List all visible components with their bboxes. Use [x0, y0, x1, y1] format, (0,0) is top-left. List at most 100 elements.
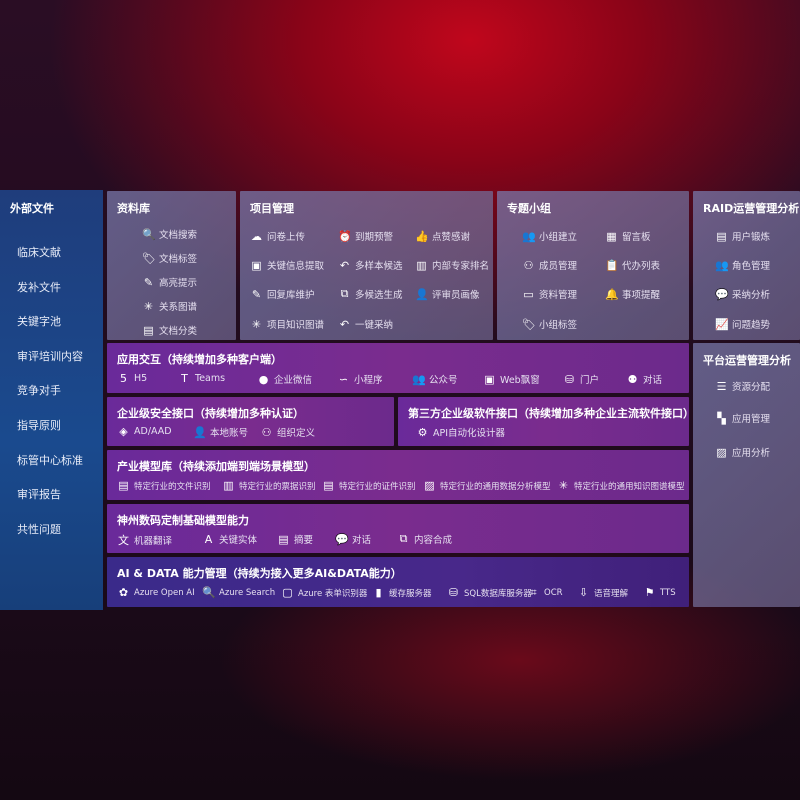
- tts-icon: ⚑: [644, 586, 655, 599]
- reply-icon: ↶: [339, 258, 350, 272]
- feature-item[interactable]: ⛁ 门户: [563, 372, 599, 387]
- feature-item[interactable]: ▮ 缓存服务器: [372, 586, 431, 599]
- feature-label: 资料管理: [539, 290, 578, 301]
- feature-item[interactable]: ✎ 高亮提示: [142, 275, 197, 290]
- feature-item[interactable]: ⏰ 到期预警: [338, 229, 393, 244]
- panel-platform-analysis: 平台运营管理分析 ☰ 资源分配 ▚ 应用管理 ▨ 应用分析: [693, 343, 800, 607]
- feature-item[interactable]: ⧉ 多候选生成: [338, 287, 403, 301]
- feature-item[interactable]: ⚉ 对话: [626, 372, 662, 387]
- feature-item[interactable]: ☰ 资源分配: [715, 379, 770, 394]
- feature-label: 语音理解: [594, 588, 629, 599]
- feature-item[interactable]: T Teams: [178, 372, 225, 385]
- feature-item[interactable]: ⚇ 成员管理: [522, 258, 577, 273]
- feature-item[interactable]: 👍 点赞感谢: [415, 229, 470, 244]
- feature-item[interactable]: ⚙ API自动化设计器: [416, 425, 505, 440]
- feature-item[interactable]: ✳ 项目知识图谱: [250, 317, 324, 332]
- feature-label: 本地账号: [210, 428, 249, 439]
- feature-item[interactable]: ● 企业微信: [257, 372, 313, 387]
- feature-item[interactable]: 🔔 事项提醒: [605, 287, 660, 302]
- feature-label: 多候选生成: [355, 290, 403, 301]
- feature-item[interactable]: ▤ 摘要: [277, 532, 314, 547]
- ranking-icon: ▥: [416, 258, 427, 272]
- feature-item[interactable]: ▥ 特定行业的票据识别: [222, 479, 315, 492]
- feature-label: 问题趋势: [732, 320, 771, 331]
- feature-item[interactable]: ▣ Web飘窗: [483, 372, 540, 387]
- bbs-icon: ▦: [606, 229, 617, 243]
- feature-item[interactable]: 文机器翻译: [117, 532, 172, 548]
- feature-label: 采纳分析: [732, 290, 771, 301]
- feature-item[interactable]: ▚ 应用管理: [715, 411, 770, 426]
- feature-label: 企业微信: [274, 375, 313, 386]
- feature-label: Azure 表单识别器: [298, 588, 368, 599]
- feature-item[interactable]: 💬 对话: [335, 532, 371, 547]
- form-icon: ▢: [282, 586, 293, 599]
- folder-icon: ▭: [523, 287, 534, 301]
- feature-item[interactable]: ▤ 特定行业的证件识别: [322, 479, 415, 492]
- sidebar-item[interactable]: 审评培训内容: [17, 349, 83, 363]
- sidebar-item[interactable]: 标管中心标准: [17, 453, 83, 467]
- panel-title: 神州数码定制基础模型能力: [117, 514, 249, 527]
- feature-item[interactable]: 💬 采纳分析: [715, 287, 771, 302]
- feature-item[interactable]: 👥 角色管理: [715, 258, 770, 273]
- feature-item[interactable]: ✎ 回复库维护: [250, 287, 315, 302]
- feature-item[interactable]: ▨ 应用分析: [715, 445, 770, 460]
- sidebar-item[interactable]: 指导原则: [17, 419, 61, 432]
- feature-label: 多样本候选: [355, 261, 403, 272]
- feature-item[interactable]: 🏷 小组标签: [522, 317, 577, 332]
- feature-item[interactable]: ⚇ 组织定义: [260, 425, 315, 440]
- feature-item[interactable]: ✿ Azure Open AI: [117, 586, 195, 599]
- sidebar-item[interactable]: 临床文献: [17, 246, 61, 259]
- feature-item[interactable]: 🏷 文档标签: [142, 251, 197, 266]
- sidebar-item[interactable]: 竞争对手: [17, 384, 61, 398]
- feature-label: 摘要: [294, 535, 314, 546]
- feature-item[interactable]: ▤ 用户锻炼: [715, 229, 771, 244]
- feature-label: 特定行业的文件识别: [134, 481, 211, 492]
- feature-item[interactable]: ▥ 内部专家排名: [415, 258, 489, 273]
- feature-item[interactable]: 🔍 文档搜索: [142, 227, 197, 242]
- feature-item[interactable]: ↶ 一键采纳: [338, 317, 393, 332]
- feature-item[interactable]: 📋 代办列表: [605, 258, 660, 273]
- feature-item[interactable]: 📈 问题趋势: [715, 317, 771, 332]
- feature-item[interactable]: ◈ AD/AAD: [117, 425, 171, 438]
- sidebar-item[interactable]: 发补文件: [17, 280, 61, 294]
- thumbs-up-icon: 👍: [415, 229, 429, 243]
- feature-item[interactable]: 👥 小组建立: [522, 229, 577, 244]
- feature-item[interactable]: ✳ 关系图谱: [142, 299, 197, 314]
- feature-item[interactable]: ⚑ TTS: [643, 586, 676, 599]
- feature-item[interactable]: ⌗ OCR: [527, 586, 562, 600]
- feature-label: TTS: [660, 587, 676, 598]
- feature-item[interactable]: ☁ 问卷上传: [250, 229, 305, 244]
- feature-item[interactable]: 👤 本地账号: [193, 425, 249, 440]
- feature-item[interactable]: ⧉ 内容合成: [397, 532, 452, 546]
- sidebar-item[interactable]: 关键字池: [17, 315, 61, 329]
- feature-item[interactable]: ⇩ 语音理解: [577, 586, 628, 599]
- feature-label: Web飘窗: [500, 375, 540, 386]
- feature-item[interactable]: A 关键实体: [202, 532, 257, 547]
- feature-label: 用户锻炼: [732, 232, 771, 243]
- sidebar-item[interactable]: 共性问题: [17, 522, 61, 536]
- feature-item[interactable]: ▣ 关键信息提取: [250, 258, 324, 273]
- feature-label: Azure Open AI: [134, 587, 195, 598]
- feature-item[interactable]: ∽ 小程序: [337, 372, 383, 387]
- feature-item[interactable]: ▤ 特定行业的文件识别: [117, 479, 211, 492]
- id-card-icon: ▤: [323, 479, 334, 492]
- feature-item[interactable]: ▤ 文档分类: [142, 323, 198, 338]
- feature-item[interactable]: ▢ Azure 表单识别器: [281, 586, 367, 599]
- panel-title: AI & DATA 能力管理（持续为接入更多AI&DATA能力）: [117, 567, 402, 580]
- feature-label: 文档分类: [159, 326, 198, 337]
- sidebar-item[interactable]: 审评报告: [17, 488, 61, 502]
- feature-item[interactable]: ▭ 资料管理: [522, 287, 578, 302]
- users-icon: 👥: [715, 258, 729, 272]
- feature-item[interactable]: ⛁ SQL数据库服务器: [447, 586, 532, 599]
- feature-item[interactable]: 🔍 Azure Search: [202, 586, 275, 599]
- feature-item[interactable]: 👤 评审员画像: [415, 287, 480, 302]
- users-icon: 👥: [412, 372, 426, 386]
- feature-item[interactable]: ✳ 特定行业的通用知识图谱模型: [557, 479, 685, 492]
- feature-item[interactable]: 5 H5: [117, 372, 147, 385]
- feature-item[interactable]: ▨ 特定行业的通用数据分析模型: [423, 479, 550, 492]
- feature-label: 特定行业的通用知识图谱模型: [574, 481, 685, 492]
- feature-item[interactable]: ▦ 留言板: [605, 229, 650, 244]
- panel-title: 产业模型库（持续添加端到端场景模型）: [117, 460, 315, 473]
- feature-item[interactable]: 👥 公众号: [412, 372, 458, 387]
- feature-item[interactable]: ↶ 多样本候选: [338, 258, 403, 273]
